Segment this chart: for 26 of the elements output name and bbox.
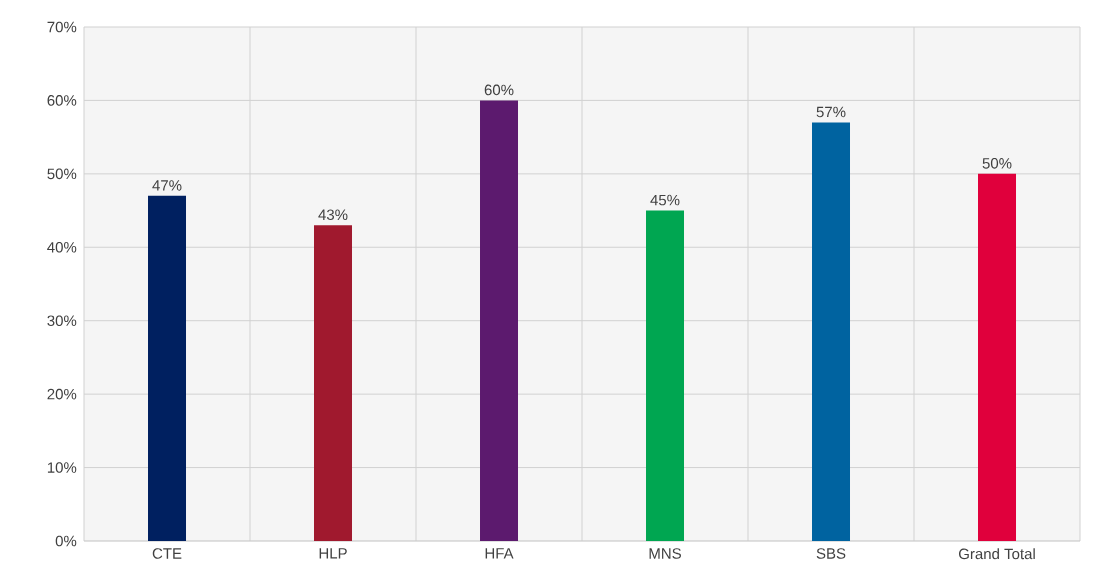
bar bbox=[480, 100, 519, 541]
y-tick-label: 40% bbox=[47, 241, 77, 253]
bar bbox=[812, 122, 851, 541]
y-tick-label: 30% bbox=[47, 315, 77, 327]
data-label: 43% bbox=[318, 209, 348, 221]
bar bbox=[148, 195, 187, 541]
y-tick-label: 10% bbox=[47, 462, 77, 473]
x-tick-label: SBS bbox=[816, 548, 846, 559]
x-tick-label: Grand Total bbox=[958, 548, 1035, 560]
x-tick-label: MNS bbox=[649, 548, 681, 559]
y-tick-label: 50% bbox=[47, 168, 77, 180]
y-tick-label: 60% bbox=[47, 95, 77, 106]
data-label: 60% bbox=[484, 84, 514, 96]
x-tick-label: HLP bbox=[319, 548, 347, 559]
data-label: 47% bbox=[152, 180, 182, 191]
y-tick-label: 20% bbox=[47, 388, 77, 400]
bar bbox=[314, 225, 353, 541]
bar bbox=[978, 173, 1017, 541]
bar bbox=[646, 210, 685, 541]
y-tick-label: 70% bbox=[47, 21, 77, 33]
x-tick-label: CTE bbox=[152, 548, 182, 559]
data-label: 50% bbox=[982, 158, 1012, 169]
x-tick-label: HFA bbox=[485, 548, 514, 559]
y-tick-label: 0% bbox=[55, 535, 77, 547]
data-label: 57% bbox=[816, 106, 846, 118]
data-label: 45% bbox=[650, 194, 680, 206]
